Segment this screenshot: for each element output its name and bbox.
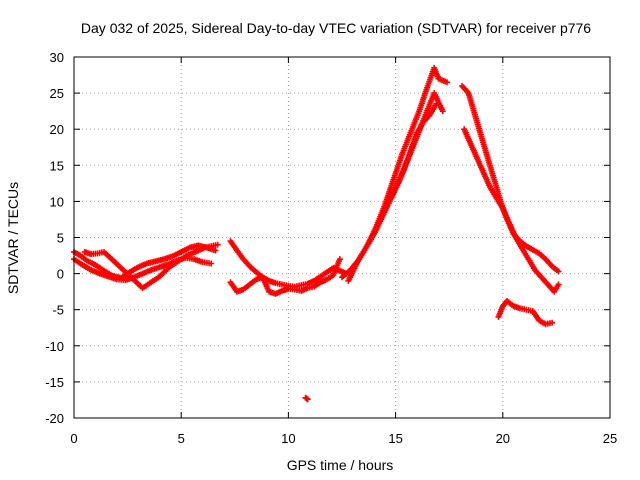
- x-tick-label: 0: [70, 431, 77, 446]
- data-point: [444, 79, 451, 86]
- series-outlier: [302, 394, 311, 403]
- y-tick-label: -15: [45, 375, 64, 390]
- data-point: [214, 241, 221, 248]
- y-tick-label: 10: [50, 194, 64, 209]
- data-point: [336, 256, 343, 263]
- data-point: [555, 281, 562, 288]
- y-tick-label: 25: [50, 86, 64, 101]
- data-point: [433, 100, 440, 107]
- data-point: [439, 108, 446, 115]
- y-tick-labels: -20 -15 -10 -5 0 5 10 15 20 25 30: [45, 50, 64, 426]
- y-tick-label: 5: [57, 231, 64, 246]
- y-tick-label: 0: [57, 267, 64, 282]
- series-track-f: [339, 64, 451, 281]
- series-track-h: [388, 100, 440, 201]
- y-axis-label: SDTVAR / TECUs: [5, 182, 21, 294]
- x-tick-label: 5: [178, 431, 185, 446]
- series-track-e: [227, 256, 343, 297]
- x-tick-labels: 0 5 10 15 20 25: [70, 431, 617, 446]
- chart-title: Day 032 of 2025, Sidereal Day-to-day VTE…: [81, 20, 591, 36]
- data-points: [71, 64, 562, 403]
- data-point: [208, 260, 215, 267]
- x-tick-label: 25: [603, 431, 617, 446]
- data-point: [549, 319, 556, 326]
- series-track-c: [81, 241, 221, 292]
- x-tick-label: 10: [281, 431, 295, 446]
- x-tick-label: 20: [496, 431, 510, 446]
- series-track-j: [461, 126, 562, 295]
- y-tick-label: 30: [50, 50, 64, 65]
- y-tick-label: 15: [50, 158, 64, 173]
- data-point: [212, 247, 219, 254]
- x-axis-label: GPS time / hours: [287, 457, 394, 473]
- data-point: [304, 396, 311, 403]
- y-tick-label: 20: [50, 122, 64, 137]
- y-tick-label: -20: [45, 411, 64, 426]
- series-track-a: [71, 242, 219, 281]
- y-tick-label: -10: [45, 339, 64, 354]
- data-point: [555, 268, 562, 275]
- series-track-k: [495, 298, 556, 328]
- y-tick-label: -5: [52, 303, 64, 318]
- x-tick-label: 15: [388, 431, 402, 446]
- series-track-b: [71, 254, 215, 284]
- axis-ticks: [73, 56, 611, 419]
